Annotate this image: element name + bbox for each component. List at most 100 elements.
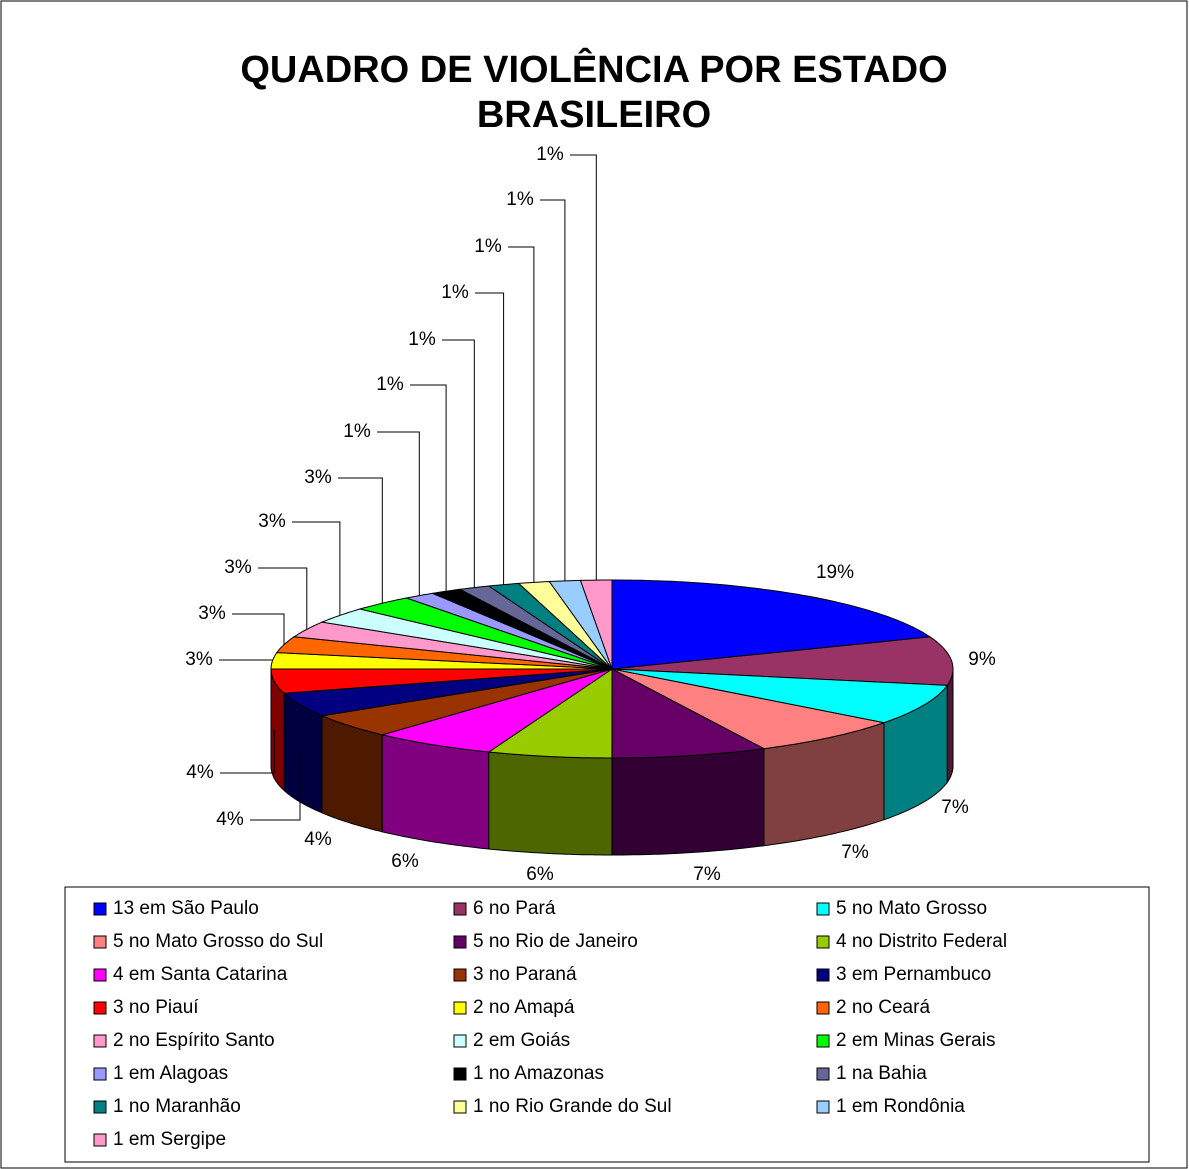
legend-label: 5 no Mato Grosso — [836, 898, 987, 919]
legend-label: 2 no Espírito Santo — [113, 1030, 275, 1051]
pie-slice — [282, 668, 613, 717]
legend-label: 1 no Amazonas — [473, 1063, 604, 1084]
data-label: 1% — [408, 329, 436, 350]
data-label: 4% — [216, 809, 244, 830]
legend-swatch — [453, 1100, 467, 1114]
legend-label: 1 no Maranhão — [113, 1096, 241, 1117]
legend-swatch — [816, 1067, 830, 1081]
legend-box — [64, 886, 1150, 1163]
pie-slice — [292, 621, 613, 670]
pie-slice — [487, 668, 613, 759]
data-label: 3% — [198, 603, 226, 624]
leader-line — [258, 567, 308, 630]
pie-side — [946, 669, 954, 785]
leader-line — [508, 246, 535, 583]
pie-slice — [270, 668, 613, 694]
pie-slice — [611, 636, 954, 686]
legend-swatch — [816, 1001, 830, 1015]
pie-slice — [380, 668, 613, 753]
legend-swatch — [453, 1067, 467, 1081]
legend-swatch — [816, 968, 830, 982]
pie-slice — [320, 668, 613, 736]
pie-slice — [611, 668, 886, 750]
legend-label: 2 no Amapá — [473, 997, 575, 1018]
legend-label: 2 em Goiás — [473, 1030, 570, 1051]
leader-line — [442, 339, 475, 588]
legend-swatch — [816, 902, 830, 916]
legend-label: 13 em São Paulo — [113, 898, 259, 919]
leader-line — [570, 154, 597, 581]
legend-label: 5 no Rio de Janeiro — [473, 931, 638, 952]
data-label: 4% — [304, 829, 332, 850]
leader-line — [377, 431, 420, 596]
data-label: 19% — [816, 562, 854, 583]
data-label: 1% — [474, 236, 502, 257]
leader-line — [338, 477, 383, 604]
data-label: 7% — [841, 842, 869, 863]
legend-label: 6 no Pará — [473, 898, 556, 919]
data-label: 7% — [941, 797, 969, 818]
pie-slice — [611, 579, 932, 670]
legend-label: 3 no Paraná — [473, 964, 577, 985]
legend-swatch — [816, 1100, 830, 1114]
legend-label: 4 em Santa Catarina — [113, 964, 288, 985]
leader-line — [410, 384, 447, 592]
legend-label: 3 em Pernambuco — [836, 964, 991, 985]
legend-swatch — [93, 1034, 107, 1048]
data-label: 9% — [968, 649, 996, 670]
pie-side — [321, 715, 383, 833]
pie-side — [611, 748, 765, 856]
chart-title: BRASILEIRO — [477, 94, 711, 136]
legend-label: 3 no Piauí — [113, 997, 199, 1018]
legend-swatch — [93, 902, 107, 916]
leader-line — [220, 729, 275, 774]
leader-line — [475, 292, 505, 585]
legend-swatch — [93, 968, 107, 982]
pie-slice — [611, 668, 766, 759]
leader-line — [250, 753, 301, 821]
legend-swatch — [93, 1100, 107, 1114]
data-label: 1% — [343, 421, 371, 442]
data-label: 1% — [441, 282, 469, 303]
leader-line — [219, 659, 273, 661]
legend-label: 1 no Rio Grande do Sul — [473, 1096, 672, 1117]
legend-swatch — [453, 935, 467, 949]
legend-label: 1 em Sergipe — [113, 1129, 226, 1150]
data-label: 1% — [536, 144, 564, 165]
data-label: 1% — [506, 189, 534, 210]
leader-line — [540, 199, 566, 581]
pie-slice — [611, 668, 949, 724]
legend-swatch — [453, 1034, 467, 1048]
data-label: 6% — [526, 864, 554, 885]
data-label: 3% — [224, 557, 252, 578]
data-label: 7% — [693, 864, 721, 885]
data-label: 1% — [376, 374, 404, 395]
legend-label: 2 no Ceará — [836, 997, 930, 1018]
legend-swatch — [93, 1133, 107, 1147]
legend-swatch — [93, 1001, 107, 1015]
leader-line — [232, 613, 285, 645]
legend-swatch — [816, 1034, 830, 1048]
legend-label: 1 em Alagoas — [113, 1063, 228, 1084]
data-label: 3% — [258, 511, 286, 532]
leader-line — [292, 521, 341, 616]
legend-label: 2 em Minas Gerais — [836, 1030, 995, 1051]
legend-swatch — [453, 968, 467, 982]
data-label: 4% — [186, 762, 214, 783]
legend-label: 5 no Mato Grosso do Sul — [113, 931, 323, 952]
pie-side — [488, 751, 613, 856]
chart-title: QUADRO DE VIOLÊNCIA POR ESTADO — [240, 47, 947, 91]
legend-label: 1 na Bahia — [836, 1063, 927, 1084]
data-label: 3% — [185, 649, 213, 670]
legend-swatch — [93, 935, 107, 949]
legend-label: 1 em Rondônia — [836, 1096, 965, 1117]
data-label: 3% — [304, 467, 332, 488]
legend-swatch — [93, 1067, 107, 1081]
legend-swatch — [816, 935, 830, 949]
legend-label: 4 no Distrito Federal — [836, 931, 1007, 952]
legend-swatch — [453, 902, 467, 916]
data-label: 6% — [391, 851, 419, 872]
legend-swatch — [453, 1001, 467, 1015]
pie-side — [381, 734, 490, 850]
